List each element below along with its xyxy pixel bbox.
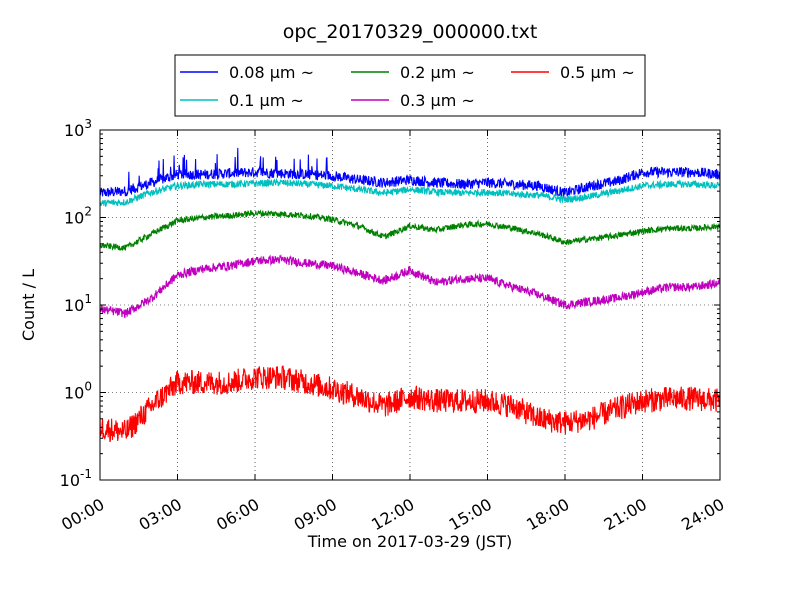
x-axis-label: Time on 2017-03-29 (JST): [307, 532, 512, 551]
x-tick-label: 15:00: [446, 495, 495, 535]
x-tick-label: 18:00: [523, 495, 572, 535]
y-tick-label: 10-1: [60, 467, 92, 490]
y-tick-label: 102: [64, 205, 92, 228]
x-tick-label: 24:00: [678, 495, 727, 535]
x-tick-label: 09:00: [291, 495, 340, 535]
x-tick-label: 03:00: [136, 495, 185, 535]
chart-title: opc_20170329_000000.txt: [283, 21, 538, 43]
series-line-4: [99, 365, 721, 443]
legend-label-1: 0.1 μm ~: [229, 91, 304, 110]
legend-frame: [174, 54, 646, 117]
x-tick-label: 12:00: [368, 495, 417, 535]
series-line-1: [99, 177, 721, 207]
y-tick-label: 101: [64, 292, 92, 315]
legend-label-3: 0.3 μm ~: [400, 91, 475, 110]
series-line-3: [99, 254, 721, 319]
legend-label-0: 0.08 μm ~: [229, 63, 314, 82]
legend-label-2: 0.2 μm ~: [400, 63, 475, 82]
y-tick-label: 100: [64, 380, 92, 403]
x-tick-label: 00:00: [58, 495, 107, 535]
legend-label-4: 0.5 μm ~: [560, 63, 635, 82]
y-axis-label: Count / L: [19, 269, 38, 341]
x-tick-label: 06:00: [213, 495, 262, 535]
series-line-0: [99, 147, 721, 198]
y-tick-label: 103: [64, 117, 92, 140]
x-tick-label: 21:00: [601, 495, 650, 535]
grid-layer: [100, 130, 720, 480]
legend: 0.08 μm ~ 0.1 μm ~ 0.2 μm ~ 0.3 μm ~ 0.5 μm …: [174, 54, 646, 117]
series-line-2: [99, 209, 721, 251]
series-layer: [99, 147, 721, 443]
